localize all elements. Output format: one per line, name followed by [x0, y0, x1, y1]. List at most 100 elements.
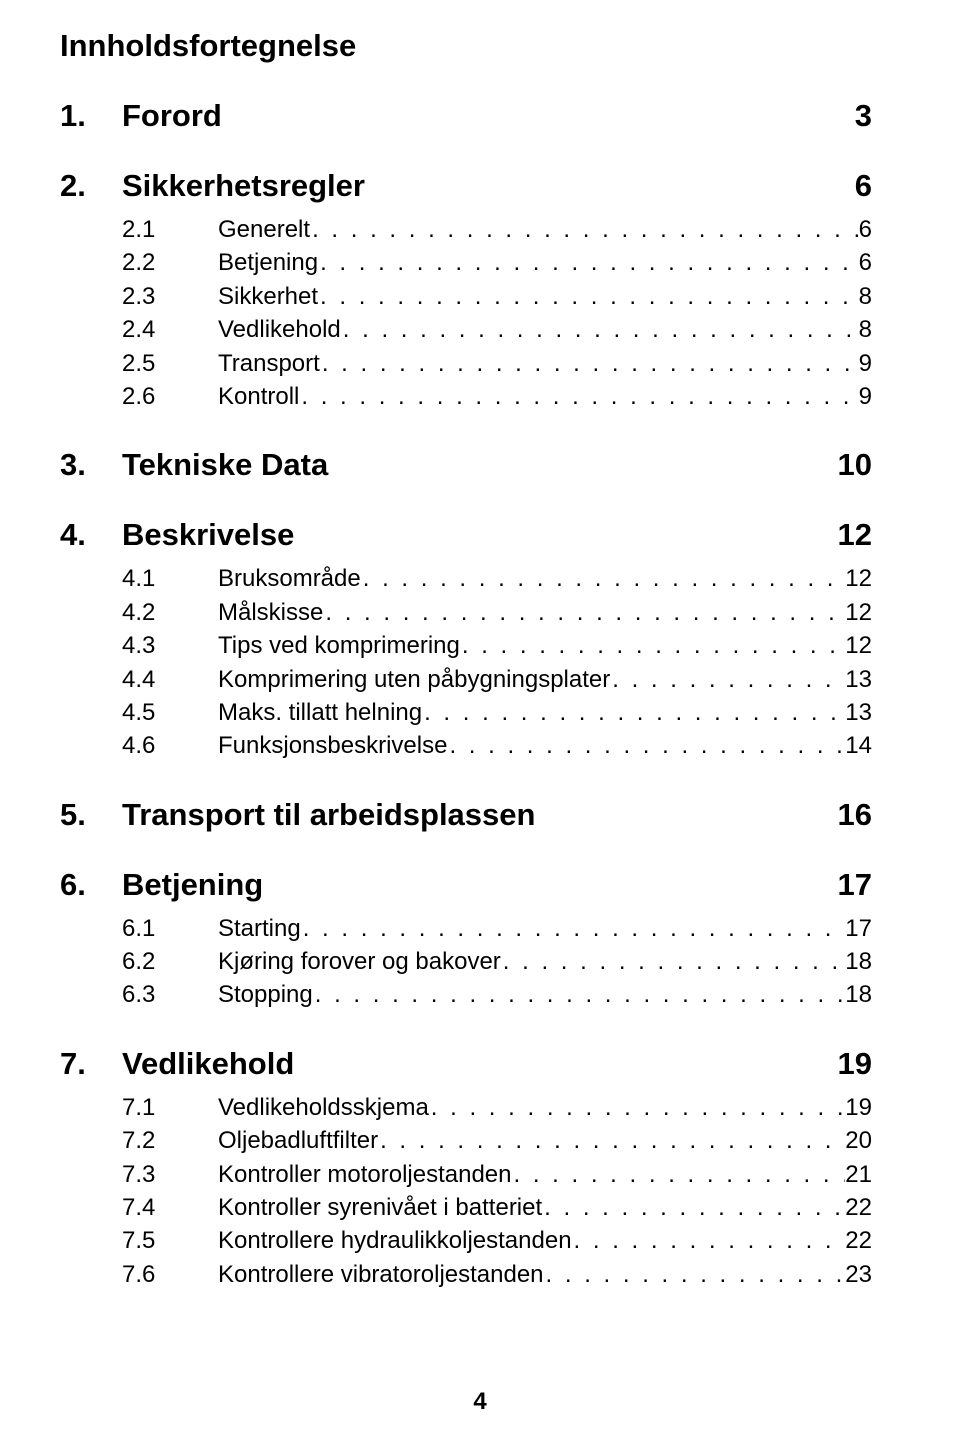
sub-page: 13 — [845, 697, 872, 729]
leader-dots: . . . . . . . . . . . . . . . . . . . . … — [361, 563, 846, 595]
sub-number: 6.3 — [122, 979, 218, 1011]
sub-page: 8 — [859, 281, 872, 313]
leader-dots: . . . . . . . . . . . . . . . . . . . . … — [341, 314, 859, 346]
sub-page: 19 — [845, 1092, 872, 1124]
leader-dots: . . . . . . . . . . . . . . . . . . . . … — [501, 946, 846, 978]
leader-dots: . . . . . . . . . . . . . . . . . . . . … — [318, 247, 859, 279]
sub-label: Sikkerhet — [218, 281, 318, 313]
section-page: 17 — [838, 867, 872, 903]
toc-section: 2.Sikkerhetsregler6 — [60, 168, 872, 204]
toc-sub-row: 7.2Oljebadluftfilter. . . . . . . . . . … — [122, 1125, 872, 1157]
sub-number: 4.5 — [122, 697, 218, 729]
sub-page: 13 — [845, 664, 872, 696]
leader-dots: . . . . . . . . . . . . . . . . . . . . … — [310, 214, 859, 246]
sub-number: 4.3 — [122, 630, 218, 662]
leader-dots: . . . . . . . . . . . . . . . . . . . . … — [610, 664, 845, 696]
section-number: 3. — [60, 447, 122, 483]
sub-label: Starting — [218, 913, 301, 945]
section-label: Betjening — [122, 867, 838, 903]
sub-label: Kontroller syrenivået i batteriet — [218, 1192, 542, 1224]
leader-dots: . . . . . . . . . . . . . . . . . . . . … — [313, 979, 846, 1011]
leader-dots: . . . . . . . . . . . . . . . . . . . . … — [542, 1192, 845, 1224]
sub-label: Transport — [218, 348, 320, 380]
sub-label: Bruksområde — [218, 563, 361, 595]
toc-section: 3.Tekniske Data10 — [60, 447, 872, 483]
section-page: 16 — [838, 797, 872, 833]
toc-sub-row: 7.3Kontroller motoroljestanden. . . . . … — [122, 1159, 872, 1191]
sub-number: 4.6 — [122, 730, 218, 762]
toc-sub-row: 2.6Kontroll. . . . . . . . . . . . . . .… — [122, 381, 872, 413]
toc-sub-row: 6.3Stopping. . . . . . . . . . . . . . .… — [122, 979, 872, 1011]
sub-page: 12 — [845, 597, 872, 629]
section-label: Beskrivelse — [122, 517, 838, 553]
section-page: 6 — [855, 168, 872, 204]
section-label: Sikkerhetsregler — [122, 168, 855, 204]
leader-dots: . . . . . . . . . . . . . . . . . . . . … — [323, 597, 845, 629]
toc-sub-row: 2.3Sikkerhet. . . . . . . . . . . . . . … — [122, 281, 872, 313]
toc-sub-row: 2.4Vedlikehold. . . . . . . . . . . . . … — [122, 314, 872, 346]
section-number: 2. — [60, 168, 122, 204]
section-number: 6. — [60, 867, 122, 903]
section-number: 7. — [60, 1046, 122, 1082]
sub-page: 8 — [859, 314, 872, 346]
section-label: Vedlikehold — [122, 1046, 838, 1082]
section-number: 4. — [60, 517, 122, 553]
toc-sub-row: 4.4Komprimering uten påbygningsplater. .… — [122, 664, 872, 696]
sub-label: Vedlikehold — [218, 314, 341, 346]
sub-label: Målskisse — [218, 597, 323, 629]
toc-section: 5.Transport til arbeidsplassen16 — [60, 797, 872, 833]
sub-number: 7.3 — [122, 1159, 218, 1191]
toc-section: 7.Vedlikehold19 — [60, 1046, 872, 1082]
toc-section: 6.Betjening17 — [60, 867, 872, 903]
footer-page-number: 4 — [0, 1388, 960, 1416]
sub-number: 6.2 — [122, 946, 218, 978]
sub-number: 7.2 — [122, 1125, 218, 1157]
sub-number: 4.1 — [122, 563, 218, 595]
toc-sub-row: 6.2Kjøring forover og bakover. . . . . .… — [122, 946, 872, 978]
toc-sub-row: 2.1Generelt. . . . . . . . . . . . . . .… — [122, 214, 872, 246]
sub-page: 18 — [845, 946, 872, 978]
sub-page: 23 — [845, 1259, 872, 1291]
sub-page: 20 — [845, 1125, 872, 1157]
section-label: Forord — [122, 98, 855, 134]
sub-label: Funksjonsbeskrivelse — [218, 730, 447, 762]
sub-page: 12 — [845, 630, 872, 662]
sub-number: 2.2 — [122, 247, 218, 279]
sub-number: 2.4 — [122, 314, 218, 346]
sub-number: 2.1 — [122, 214, 218, 246]
sub-page: 12 — [845, 563, 872, 595]
sub-number: 7.4 — [122, 1192, 218, 1224]
sub-label: Kontrollere vibratoroljestanden — [218, 1259, 544, 1291]
sub-page: 9 — [859, 348, 872, 380]
sub-number: 6.1 — [122, 913, 218, 945]
section-page: 19 — [838, 1046, 872, 1082]
toc-section: 4.Beskrivelse12 — [60, 517, 872, 553]
toc-sub-row: 4.5Maks. tillatt helning. . . . . . . . … — [122, 697, 872, 729]
sub-label: Kontroller motoroljestanden — [218, 1159, 512, 1191]
section-page: 3 — [855, 98, 872, 134]
sub-label: Kontrollere hydraulikkoljestanden — [218, 1225, 572, 1257]
sub-number: 2.5 — [122, 348, 218, 380]
leader-dots: . . . . . . . . . . . . . . . . . . . . … — [301, 913, 846, 945]
toc-sub-row: 4.3Tips ved komprimering. . . . . . . . … — [122, 630, 872, 662]
sub-label: Maks. tillatt helning — [218, 697, 422, 729]
sub-number: 4.2 — [122, 597, 218, 629]
leader-dots: . . . . . . . . . . . . . . . . . . . . … — [318, 281, 859, 313]
toc-sub-row: 7.4Kontroller syrenivået i batteriet. . … — [122, 1192, 872, 1224]
sub-number: 2.3 — [122, 281, 218, 313]
sub-label: Betjening — [218, 247, 318, 279]
toc-sub-row: 4.1Bruksområde. . . . . . . . . . . . . … — [122, 563, 872, 595]
sub-number: 7.1 — [122, 1092, 218, 1124]
leader-dots: . . . . . . . . . . . . . . . . . . . . … — [299, 381, 858, 413]
sub-number: 2.6 — [122, 381, 218, 413]
sub-page: 22 — [845, 1192, 872, 1224]
sub-number: 7.6 — [122, 1259, 218, 1291]
sub-label: Oljebadluftfilter — [218, 1125, 378, 1157]
section-label: Transport til arbeidsplassen — [122, 797, 838, 833]
leader-dots: . . . . . . . . . . . . . . . . . . . . … — [320, 348, 859, 380]
table-of-contents: 1.Forord32.Sikkerhetsregler62.1Generelt.… — [60, 98, 872, 1291]
sub-page: 22 — [845, 1225, 872, 1257]
leader-dots: . . . . . . . . . . . . . . . . . . . . … — [512, 1159, 846, 1191]
sub-label: Komprimering uten påbygningsplater — [218, 664, 610, 696]
section-page: 10 — [838, 447, 872, 483]
